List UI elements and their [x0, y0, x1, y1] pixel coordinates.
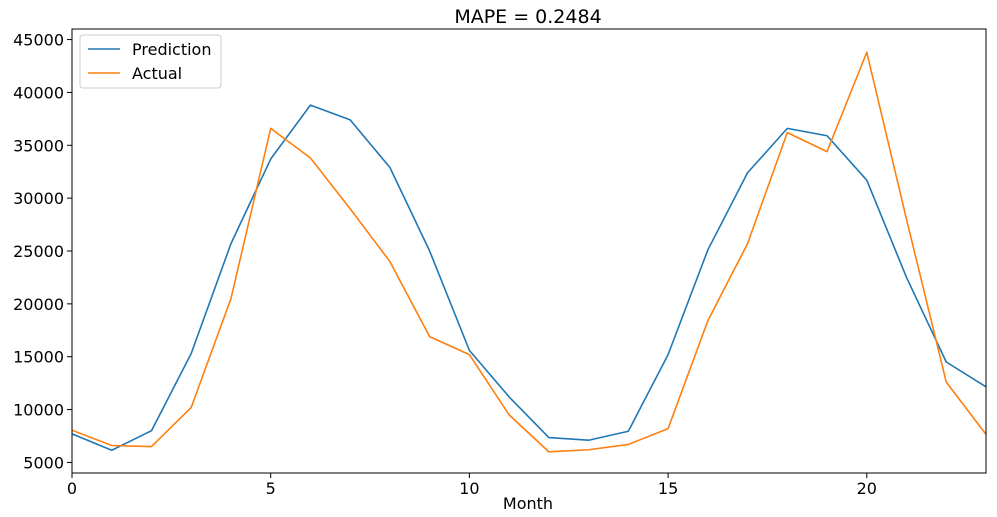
y-tick-label: 45000 — [13, 31, 64, 50]
x-axis: 0 5 10 15 20 — [67, 473, 877, 498]
x-axis-title: Month — [503, 494, 553, 513]
x-tick-label: 10 — [459, 479, 479, 498]
y-tick-label: 30000 — [13, 189, 64, 208]
x-tick-label: 0 — [67, 479, 77, 498]
y-tick-label: 25000 — [13, 242, 64, 261]
y-axis: 5000 10000 15000 20000 25000 30000 35000 40000 4… — [13, 31, 72, 472]
series-line-actual — [71, 51, 987, 453]
plot-lines — [71, 51, 987, 453]
y-tick-label: 35000 — [13, 136, 64, 155]
chart-title: MAPE = 0.2484 — [454, 6, 601, 28]
y-tick-label: 20000 — [13, 295, 64, 314]
legend-label-actual: Actual — [132, 64, 182, 83]
legend-label-prediction: Prediction — [132, 40, 211, 59]
x-tick-label: 20 — [857, 479, 877, 498]
y-tick-label: 15000 — [13, 348, 64, 367]
y-tick-label: 40000 — [13, 83, 64, 102]
x-tick-label: 15 — [658, 479, 678, 498]
legend: Prediction Actual — [79, 34, 222, 89]
y-tick-label: 5000 — [23, 453, 64, 472]
series-line-prediction — [71, 104, 987, 452]
x-tick-label: 5 — [266, 479, 276, 498]
y-tick-label: 10000 — [13, 401, 64, 420]
